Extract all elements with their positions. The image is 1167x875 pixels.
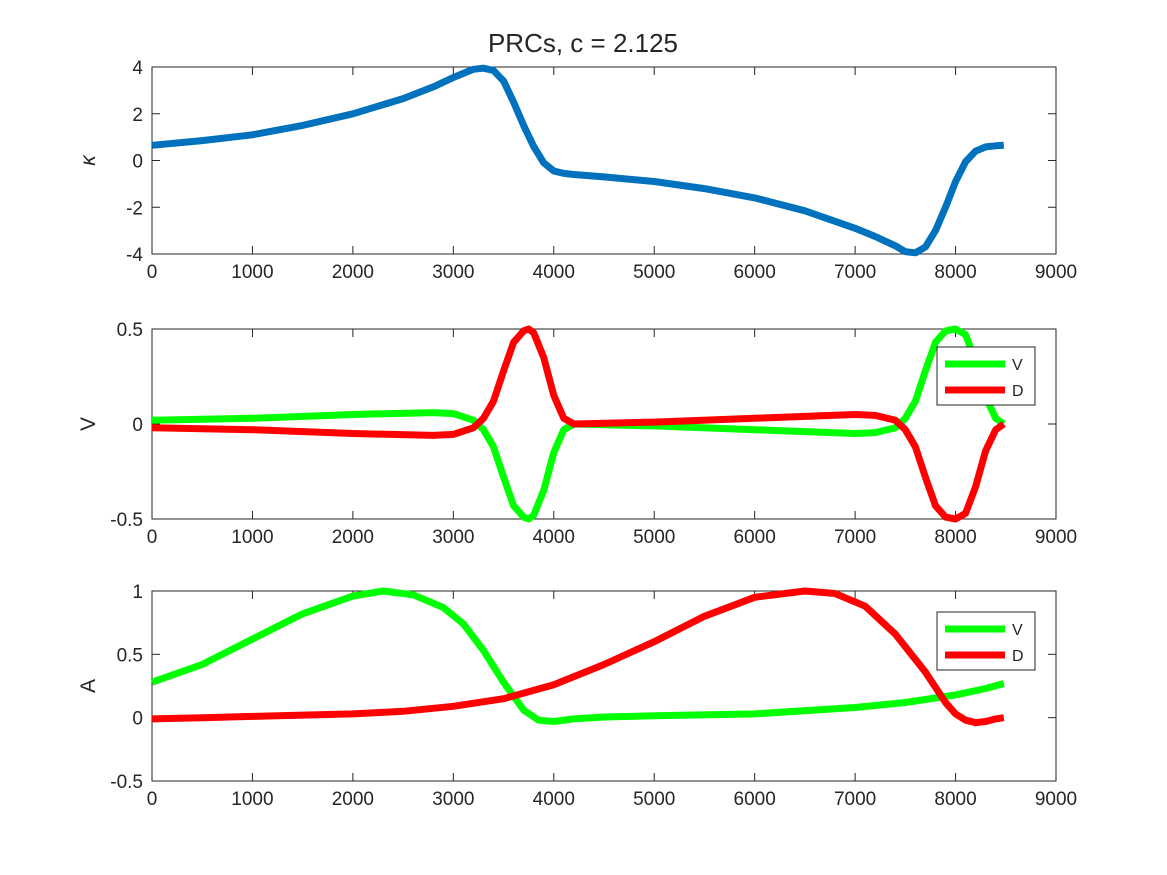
- a-xtick-label: 2000: [332, 789, 374, 810]
- a-xtick-label: 1000: [231, 789, 273, 810]
- kappa-subplot: 0 1000 2000 3000 4000 5000 6000 7000 8000 9000 -4 -…: [77, 58, 1077, 283]
- v-legend-box: [936, 346, 1036, 406]
- kappa-xtick-label: 5000: [633, 262, 675, 283]
- v-xtick-label: 1000: [231, 527, 273, 548]
- v-ylabel: V: [77, 417, 100, 431]
- kappa-xtick-label: 6000: [734, 262, 776, 283]
- kappa-xtick-label: 0: [147, 262, 158, 283]
- v-xtick-label: 8000: [934, 527, 976, 548]
- kappa-ytick-label: -2: [126, 198, 143, 219]
- a-xtick-label: 0: [147, 789, 158, 810]
- v-series-d-line: [151, 325, 1006, 523]
- figure-title: PRCs, c = 2.125: [488, 28, 678, 58]
- a-ytick-label: 0: [132, 709, 143, 730]
- v-ytick-label: 0.5: [117, 320, 143, 341]
- kappa-xtick-label: 4000: [533, 262, 575, 283]
- v-subplot: 0 1000 2000 3000 4000 5000 6000 7000 8000 9000 -0.…: [77, 320, 1077, 548]
- v-ytick-label: 0: [132, 415, 143, 436]
- kappa-axes-box: [151, 66, 1057, 255]
- kappa-xtick-label: 3000: [432, 262, 474, 283]
- kappa-xtick-label: 2000: [332, 262, 374, 283]
- a-axes-box: [151, 590, 1057, 782]
- kappa-series-line-line: [151, 64, 1005, 257]
- kappa-ytick-label: 4: [132, 58, 143, 79]
- a-legend: VD: [936, 611, 1036, 671]
- a-legend-box: [936, 611, 1036, 671]
- v-xtick-label: 6000: [734, 527, 776, 548]
- a-xtick-label: 4000: [533, 789, 575, 810]
- v-ytick-label: -0.5: [110, 510, 143, 531]
- a-ytick-label: 0.5: [117, 645, 143, 666]
- kappa-ytick-label: -4: [126, 245, 143, 266]
- a-legend-label-d: D: [1012, 648, 1024, 665]
- a-xtick-label: 7000: [834, 789, 876, 810]
- a-xtick-label: 9000: [1035, 789, 1077, 810]
- v-xtick-label: 4000: [533, 527, 575, 548]
- a-ytick-label: -0.5: [110, 772, 143, 793]
- v-xtick-label: 0: [147, 527, 158, 548]
- v-xtick-label: 5000: [633, 527, 675, 548]
- v-legend: VD: [936, 346, 1036, 406]
- kappa-ytick-label: 0: [132, 152, 143, 173]
- a-xtick-label: 3000: [432, 789, 474, 810]
- kappa-xtick-label: 8000: [934, 262, 976, 283]
- a-subplot: 0 1000 2000 3000 4000 5000 6000 7000 8000 9000 -0.…: [77, 582, 1077, 810]
- v-legend-label-v: V: [1012, 357, 1023, 374]
- kappa-xtick-label: 9000: [1035, 262, 1077, 283]
- v-xtick-label: 3000: [432, 527, 474, 548]
- v-xtick-label: 7000: [834, 527, 876, 548]
- kappa-xtick-label: 1000: [231, 262, 273, 283]
- kappa-xtick-label: 7000: [834, 262, 876, 283]
- a-series-d-line: [151, 587, 1005, 727]
- a-legend-label-v: V: [1012, 622, 1023, 639]
- a-ylabel: A: [77, 679, 100, 693]
- a-xtick-label: 5000: [633, 789, 675, 810]
- v-legend-label-d: D: [1012, 383, 1024, 400]
- kappa-ytick-label: 2: [132, 105, 143, 126]
- a-xtick-label: 8000: [934, 789, 976, 810]
- a-series-v-line: [150, 587, 1005, 725]
- a-xtick-label: 6000: [734, 789, 776, 810]
- v-xtick-label: 9000: [1035, 527, 1077, 548]
- a-ytick-label: 1: [132, 582, 143, 603]
- v-xtick-label: 2000: [332, 527, 374, 548]
- kappa-ylabel: κ: [77, 154, 100, 166]
